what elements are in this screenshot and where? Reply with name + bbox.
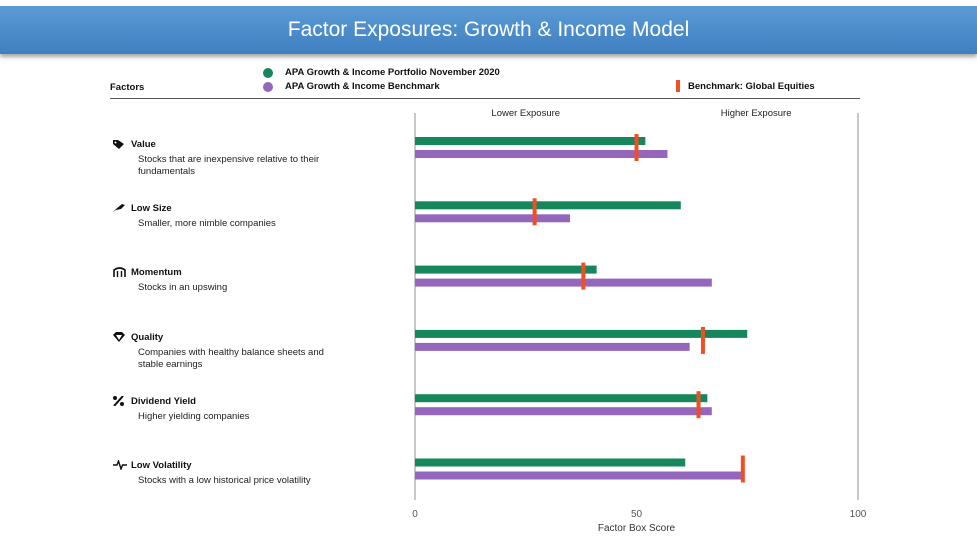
legend-label-benchmark-series: APA Growth & Income Benchmark — [285, 81, 440, 92]
bar-benchmark-series — [415, 407, 712, 416]
bar-benchmark-series — [415, 342, 690, 351]
bar-portfolio — [415, 201, 681, 210]
factor-desc-line: Higher yielding companies — [138, 411, 250, 422]
factor-dividend-yield: Dividend Yield Higher yielding companies — [113, 394, 383, 423]
bar-portfolio — [415, 137, 646, 145]
header-divider — [110, 98, 860, 99]
bar-benchmark-series — [415, 278, 712, 287]
legend-swatch-portfolio — [263, 67, 273, 78]
legend-swatch-benchmark-series — [263, 81, 273, 92]
factor-desc-line: Stocks that are inexpensive relative to … — [138, 154, 320, 165]
benchmark-marker — [740, 455, 745, 483]
feather-icon — [113, 204, 131, 212]
benchmark-marker — [532, 198, 537, 226]
stairs-icon — [113, 267, 131, 277]
factor-name: Low Size — [131, 202, 172, 214]
bar-portfolio — [415, 458, 686, 467]
factor-low-size: Low Size Smaller, more nimble companies — [113, 201, 383, 230]
factor-desc-line: stable earnings — [138, 359, 203, 370]
factor-name: Dividend Yield — [131, 395, 196, 407]
factors-heading: Factors — [110, 82, 145, 93]
bar-portfolio — [415, 265, 597, 274]
legend-label-portfolio: APA Growth & Income Portfolio November 2… — [285, 67, 500, 78]
legend-label-benchmark-marker: Benchmark: Global Equities — [688, 80, 815, 92]
bar-portfolio — [415, 394, 708, 403]
benchmark-marker — [696, 391, 701, 419]
diamond-icon — [113, 332, 131, 342]
benchmark-marker — [700, 326, 705, 354]
factor-desc-line: Smaller, more nimble companies — [138, 218, 276, 229]
legend-swatch-benchmark-marker — [676, 80, 680, 92]
x-tick-label: 100 — [850, 509, 867, 520]
factor-name: Low Volatility — [131, 459, 192, 471]
bar-benchmark-series — [415, 214, 571, 223]
benchmark-marker — [634, 134, 639, 161]
region-label-lower: Lower Exposure — [491, 108, 560, 119]
bar-benchmark-series — [415, 471, 743, 480]
factor-name: Value — [131, 138, 156, 150]
factor-name: Momentum — [131, 266, 182, 278]
legend-item-benchmark-series: APA Growth & Income Benchmark — [263, 81, 440, 92]
slide-title: Factor Exposures: Growth & Income Model — [0, 6, 977, 54]
pulse-icon — [113, 460, 131, 470]
factor-momentum: Momentum Stocks in an upswing — [113, 265, 383, 294]
percent-icon — [113, 396, 131, 406]
bar-benchmark-series — [415, 150, 668, 158]
factor-desc-line: Stocks in an upswing — [138, 282, 228, 293]
factor-quality: Quality Companies with healthy balance s… — [113, 330, 383, 371]
x-tick-label: 50 — [631, 509, 643, 520]
factor-name: Quality — [131, 331, 164, 343]
factor-desc-line: fundamentals — [138, 166, 196, 177]
factor-desc-line: Companies with healthy balance sheets an… — [138, 347, 324, 358]
bar-portfolio — [415, 329, 748, 338]
x-tick-label: 0 — [412, 509, 418, 520]
factor-desc-line: Stocks with a low historical price volat… — [138, 475, 311, 486]
benchmark-marker — [581, 262, 586, 290]
factor-low-volatility: Low Volatility Stocks with a low histori… — [113, 458, 383, 487]
x-axis-label: Factor Box Score — [598, 523, 676, 534]
factor-value: Value Stocks that are inexpensive relati… — [113, 137, 383, 178]
region-label-higher: Higher Exposure — [721, 108, 792, 119]
tag-icon — [113, 139, 131, 149]
legend-item-portfolio: APA Growth & Income Portfolio November 2… — [263, 67, 500, 78]
legend-item-benchmark-marker: Benchmark: Global Equities — [676, 80, 815, 92]
